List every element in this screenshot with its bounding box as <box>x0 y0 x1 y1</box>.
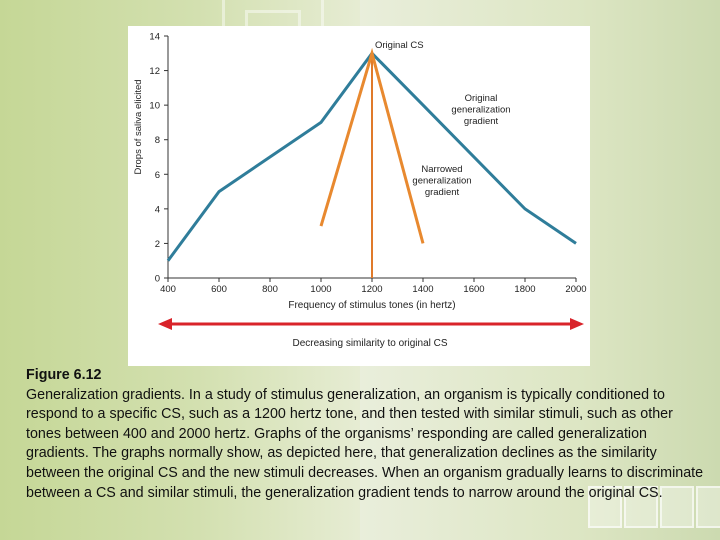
x-tick-label: 400 <box>160 284 176 295</box>
decorative-tile <box>588 486 622 528</box>
x-tick-label: 1400 <box>412 284 433 295</box>
similarity-arrow <box>158 318 584 330</box>
annotation-narrowed-gradient-line: Narrowed <box>421 164 462 175</box>
decorative-tile <box>624 486 658 528</box>
x-tick-label: 1600 <box>463 284 484 295</box>
similarity-arrow-label: Decreasing similarity to original CS <box>292 338 447 349</box>
arrow-head-left <box>158 318 172 330</box>
y-tick-label: 2 <box>155 239 160 250</box>
chart-panel: 0 2 4 6 8 10 12 14 400 600 800 1000 1200 1400 1600 180… <box>128 26 590 366</box>
x-tick-label: 800 <box>262 284 278 295</box>
x-tick-label: 1800 <box>514 284 535 295</box>
x-axis-label: Frequency of stimulus tones (in hertz) <box>288 300 455 311</box>
annotation-original-gradient-line: Original <box>465 93 498 104</box>
y-tick-label: 10 <box>149 101 160 112</box>
annotation-original-gradient: Original generalization gradient <box>451 93 510 127</box>
y-tick-label: 14 <box>149 32 160 43</box>
annotation-narrowed-gradient-line: generalization <box>412 176 471 187</box>
annotation-narrowed-gradient-line: gradient <box>425 187 460 198</box>
y-tick-label: 12 <box>149 66 160 77</box>
y-tick-label: 8 <box>155 135 160 146</box>
caption-title: Figure 6.12 <box>26 367 102 383</box>
figure-caption: Figure 6.12 Generalization gradients. In… <box>26 366 711 503</box>
decorative-tile <box>696 486 720 528</box>
generalization-chart: 0 2 4 6 8 10 12 14 400 600 800 1000 1200 1400 1600 180… <box>133 32 587 350</box>
y-tick-label: 0 <box>155 274 160 285</box>
y-tick-label: 6 <box>155 170 160 181</box>
annotation-original-gradient-line: gradient <box>464 116 499 127</box>
y-ticks: 0 2 4 6 8 10 12 14 <box>149 32 168 285</box>
x-tick-label: 1000 <box>310 284 331 295</box>
decorative-tile <box>660 486 694 528</box>
y-tick-label: 4 <box>155 204 160 215</box>
series <box>166 47 577 262</box>
x-tick-label: 600 <box>211 284 227 295</box>
annotation-original-gradient-line: generalization <box>451 105 510 116</box>
caption-body: Generalization gradients. In a study of … <box>26 386 704 501</box>
arrow-head-right <box>570 318 584 330</box>
x-ticks: 400 600 800 1000 1200 1400 1600 1800 2000 <box>160 278 587 295</box>
annotation-original-cs: Original CS <box>375 40 424 51</box>
annotation-original-cs-line: Original CS <box>375 40 424 51</box>
y-axis-label: Drops of saliva elicited <box>133 79 144 174</box>
annotation-narrowed-gradient: Narrowed generalization gradient <box>412 164 471 198</box>
x-tick-label: 1200 <box>361 284 382 295</box>
x-tick-label: 2000 <box>565 284 586 295</box>
